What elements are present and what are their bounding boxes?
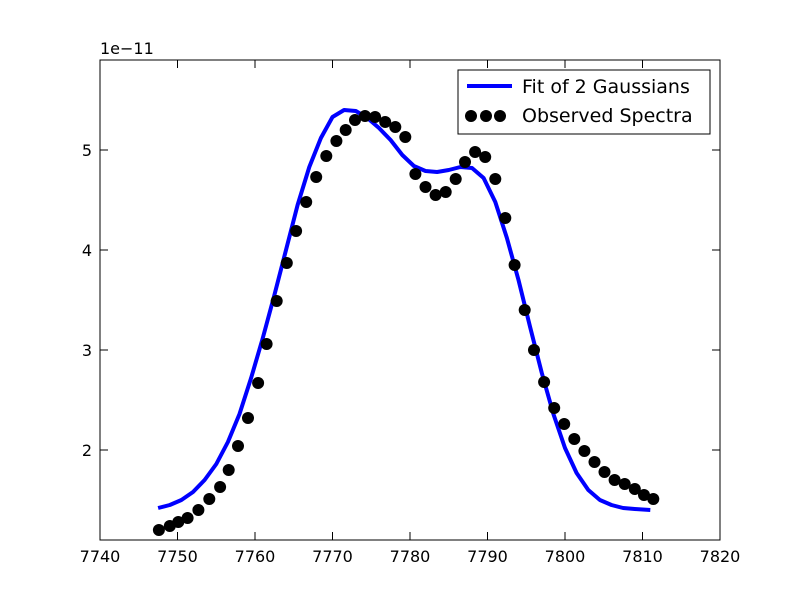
data-point-observed: [330, 135, 343, 147]
y-tick-label: 2: [82, 441, 92, 460]
data-point-observed: [310, 171, 323, 183]
data-point-observed: [499, 212, 512, 224]
data-point-observed: [339, 124, 352, 136]
data-point-observed: [508, 259, 521, 271]
data-point-observed: [628, 483, 641, 495]
x-tick-label: 7780: [390, 547, 431, 566]
data-point-observed: [152, 524, 165, 536]
data-point-observed: [203, 493, 216, 505]
y-offset-label: 1e−11: [100, 39, 154, 58]
data-point-observed: [459, 156, 471, 168]
data-point-observed: [222, 464, 235, 476]
data-point-observed: [270, 295, 283, 307]
x-tick-label: 7760: [235, 547, 276, 566]
x-tick-label: 7810: [622, 547, 663, 566]
data-point-observed: [369, 111, 382, 123]
legend-marker: [465, 110, 477, 122]
legend-swatch-observed: [465, 110, 506, 122]
y-tick-label: 3: [82, 341, 92, 360]
data-point-observed: [538, 376, 551, 388]
legend-label-observed: Observed Spectra: [522, 105, 693, 127]
data-point-observed: [419, 181, 432, 193]
data-point-observed: [409, 168, 422, 180]
legend: Fit of 2 Gaussians Observed Spectra: [457, 69, 711, 135]
data-point-observed: [214, 481, 227, 493]
y-tick-label: 5: [82, 141, 92, 160]
data-point-observed: [489, 173, 502, 185]
data-point-observed: [479, 151, 492, 163]
data-point-observed: [449, 173, 462, 185]
y-tick-label: 4: [82, 241, 92, 260]
legend-marker: [494, 110, 506, 122]
data-point-observed: [290, 225, 303, 237]
data-point-observed: [558, 418, 571, 430]
data-point-observed: [252, 377, 265, 389]
data-point-observed: [232, 440, 244, 452]
data-point-observed: [172, 516, 185, 528]
data-point-observed: [647, 493, 660, 505]
legend-frame: [457, 69, 711, 135]
x-tick-label: 7770: [312, 547, 353, 566]
x-tick-label: 7790: [467, 547, 508, 566]
x-tick-label: 7740: [80, 547, 121, 566]
series-layer: [152, 108, 660, 536]
data-point-observed: [528, 344, 540, 356]
data-point-observed: [242, 412, 254, 424]
legend-label-fit: Fit of 2 Gaussians: [522, 76, 690, 98]
data-point-observed: [320, 150, 333, 162]
data-point-observed: [608, 474, 621, 486]
data-point-observed: [429, 189, 442, 201]
data-point-observed: [300, 196, 313, 208]
x-tick-label: 7820: [700, 547, 741, 566]
data-point-observed: [379, 116, 392, 128]
data-point-observed: [598, 466, 611, 478]
data-point-observed: [469, 146, 482, 158]
data-point-observed: [588, 456, 601, 468]
data-point-observed: [260, 338, 273, 350]
ticks-layer: 7740 7750 7760 7770 7780 7790 7800 7810 7820 2 3 4 5: [80, 60, 741, 566]
x-tick-label: 7800: [545, 547, 586, 566]
plot-frame: [99, 59, 721, 541]
data-point-observed: [181, 512, 194, 524]
data-point-observed: [638, 489, 650, 501]
data-point-observed: [359, 110, 371, 122]
data-point-observed: [389, 121, 402, 133]
data-point-observed: [439, 186, 452, 198]
legend-marker: [480, 110, 492, 122]
data-point-observed: [349, 114, 361, 126]
data-point-observed: [578, 445, 591, 457]
data-point-observed: [280, 257, 293, 269]
data-point-observed: [518, 304, 531, 316]
data-point-observed: [399, 131, 412, 143]
x-tick-label: 7750: [157, 547, 198, 566]
series-line-fit: [157, 108, 651, 512]
data-point-observed: [548, 402, 561, 414]
data-point-observed: [618, 478, 631, 490]
data-point-observed: [192, 504, 205, 516]
data-point-observed: [568, 433, 581, 445]
